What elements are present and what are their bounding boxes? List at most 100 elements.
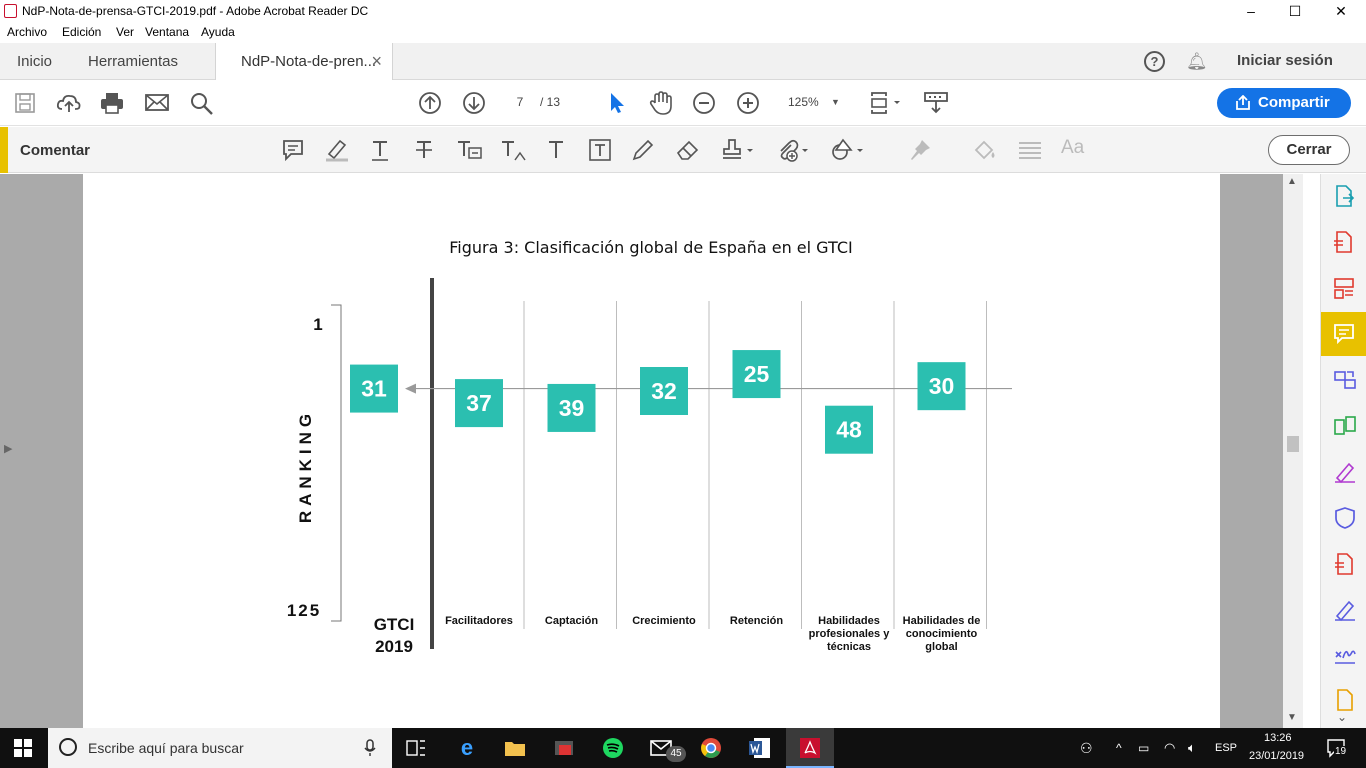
acrobat-taskbar-button[interactable] — [786, 728, 834, 768]
insert-text-icon[interactable] — [499, 138, 527, 162]
people-icon[interactable]: ⚇ — [1080, 740, 1093, 756]
clock-time[interactable]: 13:26 — [1264, 732, 1292, 744]
minimize-button[interactable]: – — [1247, 3, 1255, 19]
expand-left-pane-icon[interactable]: ▶ — [4, 443, 13, 455]
select-pointer-icon[interactable] — [606, 91, 628, 115]
send-for-review-icon[interactable] — [1333, 552, 1357, 576]
gtci-overall-box — [350, 364, 398, 413]
category-label: conocimiento — [906, 628, 978, 640]
pin-icon[interactable] — [908, 138, 932, 162]
more-tools-icon[interactable] — [1333, 688, 1357, 712]
vertical-scrollbar[interactable]: ▲ ▼ — [1283, 174, 1303, 728]
edit-pdf-icon[interactable] — [1333, 276, 1355, 300]
sign-in-link[interactable]: Iniciar sesión — [1237, 52, 1333, 69]
clock-date[interactable]: 23/01/2019 — [1249, 750, 1305, 762]
tray-chevron-icon[interactable]: ^ — [1116, 741, 1122, 755]
text-size-icon[interactable]: Aa — [1061, 137, 1085, 158]
menu-archivo[interactable]: Archivo — [7, 25, 48, 39]
menu-ventana[interactable]: Ventana — [145, 25, 190, 39]
help-icon[interactable]: ? — [1144, 51, 1165, 72]
zoom-out-icon[interactable] — [692, 91, 716, 115]
email-icon[interactable] — [144, 91, 170, 115]
word-icon[interactable] — [748, 737, 772, 759]
organize-pages-icon[interactable] — [1333, 414, 1357, 438]
replace-text-icon[interactable] — [455, 138, 483, 162]
volume-icon[interactable]: 🔈︎ — [1188, 740, 1196, 755]
combine-files-icon[interactable] — [1333, 368, 1357, 392]
action-center-icon[interactable] — [1326, 738, 1348, 758]
share-button[interactable]: Compartir — [1217, 88, 1351, 118]
title-bar: NdP-Nota-de-prensa-GTCI-2019.pdf - Adobe… — [0, 0, 1366, 22]
window-title: NdP-Nota-de-prensa-GTCI-2019.pdf - Adobe… — [22, 4, 369, 18]
sign-pen-icon[interactable] — [1333, 598, 1357, 622]
y-tick-top: 1 — [313, 315, 322, 334]
underline-text-icon[interactable] — [368, 138, 392, 162]
tab-document[interactable]: NdP-Nota-de-pren... × — [215, 43, 393, 81]
fill-sign-icon[interactable] — [1333, 460, 1357, 484]
sticky-note-icon[interactable] — [281, 138, 305, 162]
protect-shield-icon[interactable] — [1333, 506, 1357, 530]
category-3-value: 25 — [744, 361, 770, 387]
spotify-icon[interactable] — [602, 737, 624, 759]
edge-icon[interactable]: e — [460, 735, 474, 760]
search-icon[interactable] — [189, 91, 215, 115]
bell-icon[interactable]: 🔔︎ — [1186, 52, 1208, 71]
wifi-icon[interactable]: ◠ — [1164, 740, 1176, 755]
file-explorer-icon[interactable] — [504, 738, 526, 758]
text-box-icon[interactable] — [588, 138, 612, 162]
next-page-icon[interactable] — [462, 91, 486, 115]
scroll-down-icon[interactable]: ▼ — [1287, 712, 1297, 723]
pencil-icon[interactable] — [631, 138, 655, 162]
fill-color-icon[interactable] — [972, 137, 998, 163]
scroll-up-icon[interactable]: ▲ — [1287, 176, 1297, 187]
document-viewport[interactable]: ▶ Figura 3: Clasificación global de Espa… — [0, 174, 1303, 728]
category-label: Habilidades — [818, 615, 880, 627]
maximize-button[interactable]: ☐ — [1288, 3, 1302, 19]
scroll-thumb[interactable] — [1287, 436, 1299, 452]
previous-page-icon[interactable] — [418, 91, 442, 115]
task-view-icon[interactable] — [405, 738, 427, 758]
close-window-button[interactable]: ✕ — [1335, 3, 1347, 19]
attach-file-icon[interactable] — [775, 137, 811, 163]
category-4-value: 48 — [836, 417, 862, 443]
language-indicator[interactable]: ESP — [1215, 742, 1238, 754]
menu-ayuda[interactable]: Ayuda — [201, 25, 235, 39]
scroll-mode-icon[interactable] — [922, 90, 950, 116]
page-number-input[interactable] — [508, 92, 532, 112]
menu-edicion[interactable]: Edición — [62, 25, 102, 39]
shapes-icon[interactable] — [830, 137, 866, 163]
close-tab-icon[interactable]: × — [371, 51, 382, 71]
page-fit-icon[interactable] — [868, 90, 902, 116]
menu-ver[interactable]: Ver — [116, 25, 135, 39]
app-icon[interactable] — [553, 737, 577, 759]
comment-tool-active[interactable] — [1321, 312, 1366, 356]
taskbar-search[interactable]: Escribe aquí para buscar — [48, 728, 392, 768]
signature-icon[interactable] — [1333, 644, 1357, 668]
category-label: global — [925, 641, 957, 653]
save-icon[interactable] — [13, 91, 37, 115]
line-width-icon[interactable] — [1017, 138, 1043, 162]
windows-start-icon[interactable] — [14, 739, 32, 757]
upload-cloud-icon[interactable] — [56, 91, 82, 115]
strikethrough-icon[interactable] — [412, 138, 436, 162]
eraser-icon[interactable] — [675, 138, 701, 162]
export-pdf-icon[interactable] — [1333, 184, 1355, 208]
microphone-icon[interactable] — [364, 739, 376, 757]
close-comment-button[interactable]: Cerrar — [1268, 135, 1350, 165]
chrome-icon[interactable] — [700, 737, 722, 759]
add-text-icon[interactable] — [544, 138, 568, 162]
hand-tool-icon[interactable] — [648, 90, 674, 116]
panel-collapse-icon[interactable]: ⌄ — [1337, 710, 1348, 724]
stamp-icon[interactable] — [720, 137, 756, 163]
create-pdf-icon[interactable] — [1333, 230, 1355, 254]
notification-count: 19 — [1334, 746, 1348, 757]
battery-icon[interactable]: ▭ — [1138, 741, 1150, 755]
tab-inicio[interactable]: Inicio — [17, 53, 53, 70]
zoom-select[interactable]: 125% ▼ — [779, 92, 843, 112]
highlight-icon[interactable] — [324, 138, 350, 162]
print-icon[interactable] — [99, 91, 125, 115]
zoom-in-icon[interactable] — [736, 91, 760, 115]
main-toolbar: / 13 125% ▼ Compartir — [0, 80, 1366, 126]
tab-herramientas[interactable]: Herramientas — [88, 53, 179, 70]
chart-title: Figura 3: Clasificación global de España… — [449, 238, 852, 257]
